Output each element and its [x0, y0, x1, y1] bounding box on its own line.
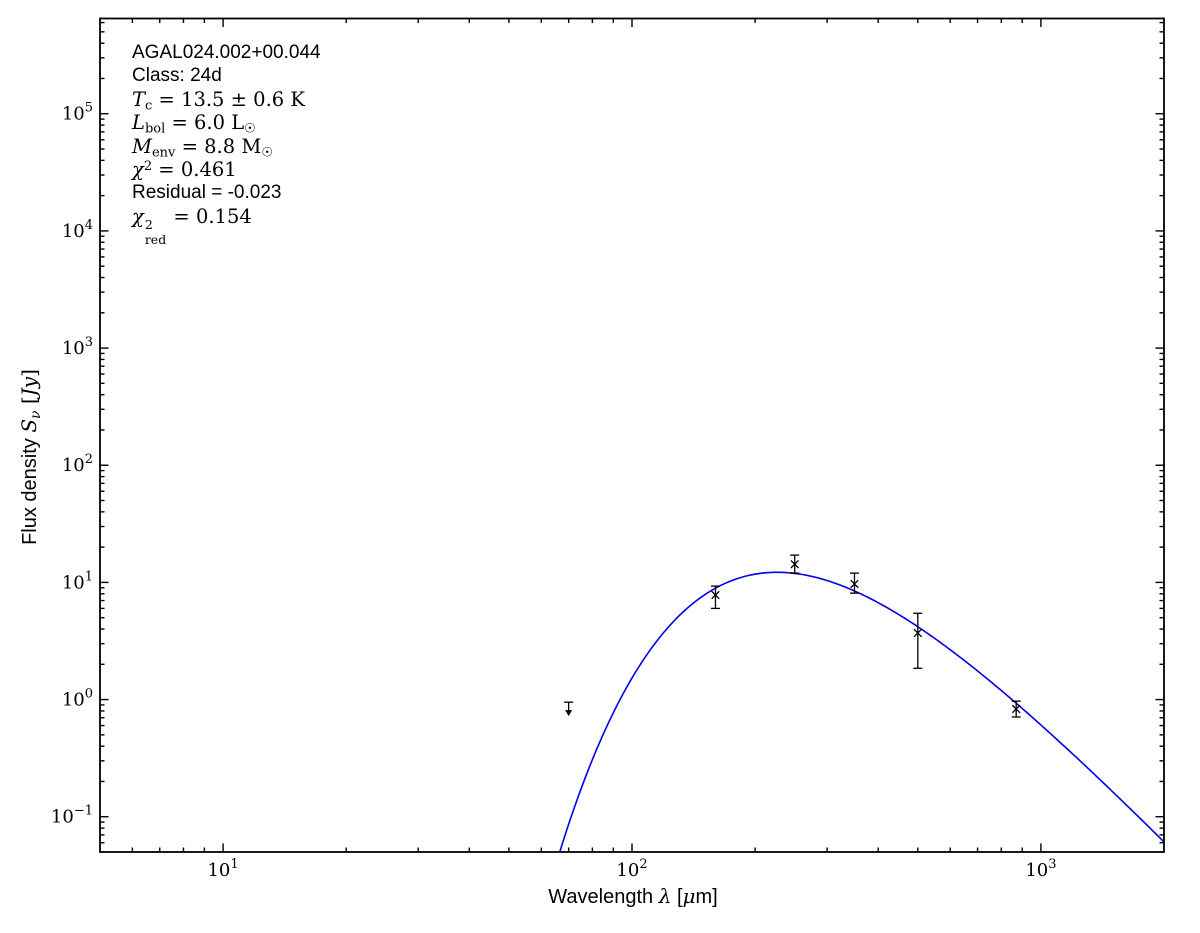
upper-limit-arrow-icon — [565, 710, 573, 717]
x-tick-label-10^1: 101 — [207, 857, 238, 881]
y-tick-label-10^0: 100 — [62, 687, 93, 711]
luminosity-line: Lbol = 6.0 L☉ — [132, 111, 256, 137]
x-tick-label-10^2: 102 — [616, 857, 647, 881]
y-axis-label: Flux density Sν [Jy] — [17, 369, 45, 545]
source-name: AGAL024.002+00.044 — [132, 42, 321, 63]
x-tick-label-10^3: 103 — [1025, 857, 1056, 881]
x-marker — [850, 579, 859, 589]
chi2-line: χ2 = 0.461 — [132, 157, 237, 181]
class-line: Class: 24d — [132, 65, 222, 87]
model-curve — [558, 571, 1164, 852]
x-axis-label: Wavelength λ [μm] — [548, 884, 718, 908]
plot-border — [99, 17, 1165, 853]
y-tick-label-10^4: 104 — [62, 218, 93, 242]
x-marker — [790, 559, 799, 569]
data-point-250um — [790, 554, 800, 574]
mass-line: Menv = 8.8 M☉ — [132, 134, 273, 161]
annotation-block: AGAL024.002+00.044 Class: 24d Tc = 13.5 … — [132, 41, 321, 248]
y-tick-label-10^1: 101 — [62, 569, 93, 593]
temperature-line: Tc = 13.5 ± 0.6 K — [132, 87, 305, 114]
y-tick-label-10^-1: 10−1 — [51, 804, 93, 828]
x-marker — [1011, 704, 1021, 714]
data-point-160um — [710, 585, 720, 610]
chi2red-line: χ 2 red = 0.154 — [132, 204, 252, 248]
data-point-500um — [913, 612, 923, 669]
residual-line: Residual = -0.023 — [132, 182, 282, 204]
y-tick-label-10^3: 103 — [62, 335, 93, 359]
data-point-870um — [1011, 700, 1021, 718]
x-marker — [711, 590, 720, 600]
y-tick-label-10^5: 105 — [62, 101, 93, 125]
y-tick-label-10^2: 102 — [62, 452, 93, 476]
data-point-70um — [564, 701, 574, 717]
data-point-350um — [849, 572, 859, 594]
x-marker — [913, 628, 923, 638]
